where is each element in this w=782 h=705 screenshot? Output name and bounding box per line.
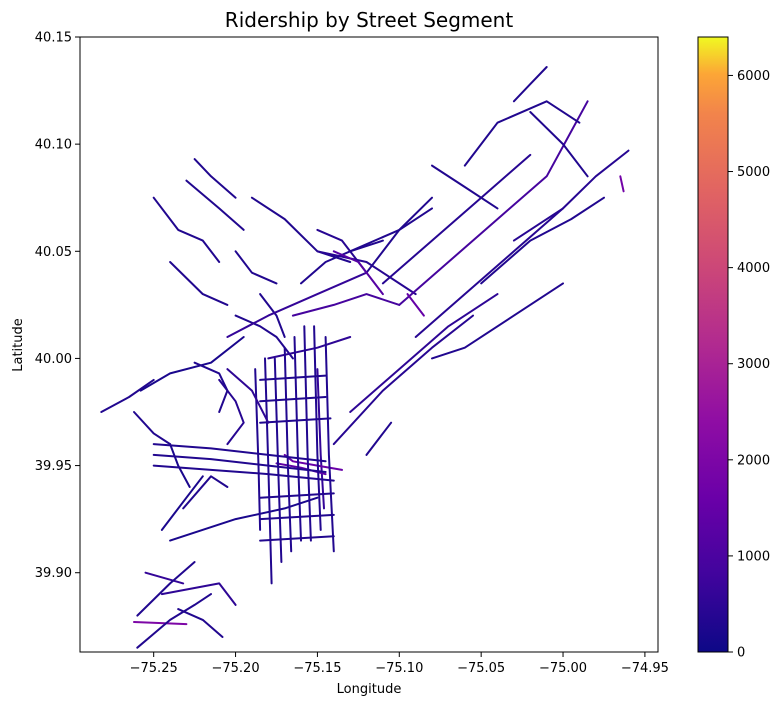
street-segment <box>512 66 548 103</box>
street-segment <box>324 336 335 553</box>
street-segment <box>259 417 332 424</box>
plot-frame <box>79 36 659 653</box>
street-segment <box>480 196 605 285</box>
colorbar-tick-label: 5000 <box>737 165 770 180</box>
street-segment <box>303 325 312 542</box>
street-segment <box>512 149 630 242</box>
street-segment <box>169 261 229 306</box>
x-axis-label: Longitude <box>337 682 402 697</box>
street-segment <box>264 357 273 585</box>
x-tick-label: −75.05 <box>457 661 505 676</box>
street-segment <box>431 164 499 210</box>
chart-title: Ridership by Street Segment <box>225 8 514 32</box>
street-segment <box>414 207 564 338</box>
street-segment <box>381 153 532 285</box>
street-segment <box>250 196 352 263</box>
street-segment <box>349 207 433 253</box>
street-segment <box>316 250 417 296</box>
y-tick-label: 40.15 <box>35 31 72 46</box>
colorbar-tick-label: 1000 <box>737 549 770 564</box>
colorbar <box>697 36 729 653</box>
street-segment <box>169 496 319 542</box>
street-segment <box>365 196 433 274</box>
y-tick-label: 39.90 <box>35 566 72 581</box>
street-segment <box>234 250 278 285</box>
y-tick-label: 39.95 <box>35 459 72 474</box>
street-segment <box>259 492 335 499</box>
street-segment <box>152 196 221 263</box>
street-segment <box>332 314 474 446</box>
street-segment <box>398 100 589 306</box>
colorbar-tick-label: 4000 <box>737 261 770 276</box>
street-segment <box>259 535 335 542</box>
colorbar-tick-label: 2000 <box>737 453 770 468</box>
street-segment <box>259 396 327 403</box>
colorbar-tick-label: 0 <box>737 646 745 661</box>
street-segment <box>332 250 384 296</box>
street-segment <box>406 293 425 317</box>
street-segment <box>152 443 327 463</box>
street-segment <box>226 368 270 424</box>
colorbar-tick-label: 6000 <box>737 69 770 84</box>
y-tick-label: 40.10 <box>35 138 72 153</box>
y-tick-label: 40.00 <box>35 352 72 367</box>
street-segment <box>133 621 188 626</box>
street-segment <box>139 336 245 392</box>
x-axis: −75.25 −75.20 −75.15 −75.10 −75.05 −75.00 −74.… <box>130 652 669 676</box>
street-segment <box>431 282 564 360</box>
x-tick-label: −75.20 <box>211 661 259 676</box>
street-segment <box>226 271 368 338</box>
street-segment <box>136 561 196 617</box>
y-tick-label: 40.05 <box>35 245 72 260</box>
x-tick-label: −75.00 <box>539 661 587 676</box>
street-segment <box>100 378 155 413</box>
street-segment <box>259 293 286 338</box>
street-segment <box>160 582 237 606</box>
street-segment <box>177 608 224 638</box>
colorbar-ticks: 0 1000 2000 3000 4000 5000 6000 <box>728 69 770 661</box>
y-axis-label: Latitude <box>11 318 26 372</box>
street-segment <box>160 475 204 531</box>
street-segment <box>254 368 262 531</box>
street-segment <box>313 325 322 531</box>
street-segment <box>152 464 335 482</box>
x-tick-label: −74.95 <box>621 661 669 676</box>
colorbar-tick-label: 3000 <box>737 357 770 372</box>
x-tick-label: −75.15 <box>293 661 341 676</box>
street-segment <box>144 571 185 585</box>
street-segment <box>273 357 283 563</box>
street-segment <box>136 593 212 649</box>
street-segment <box>365 421 393 456</box>
street-segment <box>529 111 589 178</box>
street-segment <box>193 158 237 199</box>
street-segment <box>316 228 368 274</box>
street-segment <box>267 336 352 360</box>
street-segment <box>182 475 229 510</box>
street-segment <box>293 336 302 542</box>
x-tick-label: −75.10 <box>375 661 423 676</box>
street-segment <box>259 513 335 521</box>
street-segment <box>185 179 245 231</box>
street-segment <box>169 443 191 488</box>
street-segment <box>133 411 172 446</box>
y-axis: 39.90 39.95 40.00 40.05 40.10 40.15 <box>35 31 80 581</box>
street-segment <box>283 346 293 553</box>
street-segment <box>463 100 581 167</box>
street-segment <box>259 374 327 381</box>
street-segments <box>100 66 630 649</box>
street-segment <box>193 361 229 413</box>
street-segment <box>349 293 499 413</box>
street-segment <box>218 378 245 446</box>
street-segment <box>291 293 401 317</box>
street-segment <box>619 175 625 193</box>
street-segment <box>152 453 327 473</box>
x-tick-label: −75.25 <box>130 661 178 676</box>
